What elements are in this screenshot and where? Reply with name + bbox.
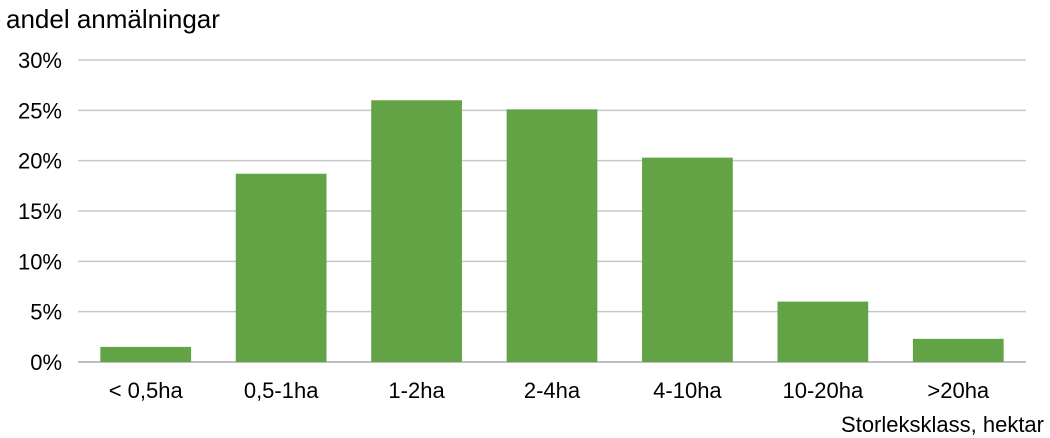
bar xyxy=(235,173,327,362)
x-tick-label: 4-10ha xyxy=(653,378,722,403)
x-axis-title: Storleksklass, hektar xyxy=(841,412,1044,437)
bar xyxy=(506,109,598,363)
bar xyxy=(912,338,1004,362)
x-tick-label: >20ha xyxy=(927,378,990,403)
y-tick-labels: 0% 5% 10% 15% 20% 25% 30% xyxy=(18,48,62,375)
y-tick-label: 20% xyxy=(18,149,62,174)
x-tick-label: 0,5-1ha xyxy=(244,378,319,403)
y-tick-label: 30% xyxy=(18,48,62,73)
x-tick-label: 2-4ha xyxy=(524,378,581,403)
x-tick-label: < 0,5ha xyxy=(109,378,184,403)
x-tick-label: 1-2ha xyxy=(388,378,445,403)
bars xyxy=(100,100,1004,363)
y-tick-label: 10% xyxy=(18,249,62,274)
bar xyxy=(642,157,733,362)
bar xyxy=(100,346,192,362)
y-tick-label: 25% xyxy=(18,98,62,123)
x-tick-label: 10-20ha xyxy=(782,378,864,403)
x-tick-labels: < 0,5ha 0,5-1ha 1-2ha 2-4ha 4-10ha 10-20ha >20… xyxy=(109,378,990,403)
y-tick-label: 5% xyxy=(30,300,62,325)
bar xyxy=(777,301,869,362)
y-tick-label: 0% xyxy=(30,350,62,375)
y-tick-label: 15% xyxy=(18,199,62,224)
y-axis-title: andel anmälningar xyxy=(6,4,220,34)
bar xyxy=(371,100,462,363)
